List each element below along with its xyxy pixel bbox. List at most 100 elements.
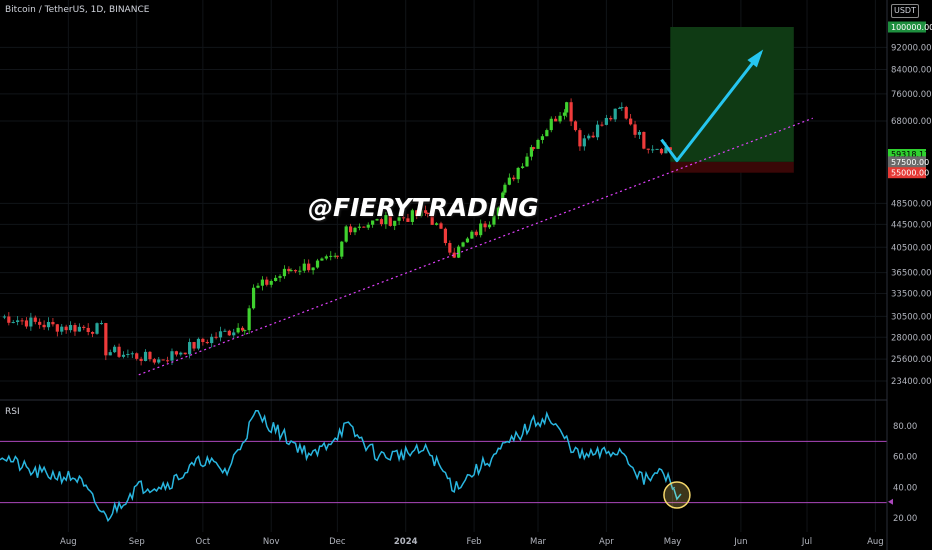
candle-body (384, 215, 388, 225)
currency-button[interactable]: USDT (891, 4, 919, 18)
support-trendline[interactable] (138, 117, 813, 376)
rsi-axis[interactable]: 80.00 60.00 40.00 20.00 (893, 422, 917, 524)
candle-body (46, 321, 51, 328)
price-tag-stop (888, 167, 926, 179)
projection-arrow[interactable] (660, 51, 762, 163)
rsi-tick-label: 40.00 (893, 483, 917, 493)
candle-body (503, 184, 507, 193)
time-tick-label: Apr (599, 537, 614, 547)
candle-body (362, 226, 366, 228)
candle-body (188, 342, 192, 355)
candle-body (307, 263, 311, 271)
candle-body (201, 338, 205, 343)
price-tick-label: 84000.00 (891, 65, 932, 75)
candle-body (659, 148, 664, 154)
candle-body (333, 255, 337, 257)
candle-body (344, 226, 348, 242)
candle-body (293, 270, 298, 272)
candles (2, 98, 672, 366)
candle-body (38, 321, 42, 325)
candle-body (265, 279, 269, 285)
candle-body (629, 118, 633, 125)
candle-body (60, 326, 64, 332)
candle-body (99, 323, 104, 325)
candle-body (487, 224, 492, 228)
time-axis[interactable]: Aug Sep Oct Nov Dec 2024 Feb Mar Apr May Jun Jul Aug (60, 537, 884, 547)
candle-body (507, 177, 511, 185)
chart-title: Bitcoin / TetherUS, 1D, BINANCE (5, 5, 150, 15)
time-tick-label: Aug (60, 537, 77, 547)
candle-body (117, 346, 121, 357)
price-tick-label: 44500.00 (891, 220, 932, 230)
rsi-current-marker (888, 498, 893, 505)
candle-body (624, 107, 628, 119)
candle-body (95, 323, 99, 334)
candle-body (642, 131, 646, 149)
price-tick-label: 28000.00 (891, 333, 932, 343)
candle-body (11, 322, 15, 324)
candle-body (348, 226, 353, 233)
candle-body (512, 177, 516, 180)
candle-body (483, 223, 487, 228)
candle-body (562, 112, 567, 116)
candle-body (82, 326, 86, 328)
candle-body (470, 231, 474, 239)
candle-body (20, 320, 24, 322)
candle-body (423, 210, 428, 213)
candle-body (371, 220, 375, 225)
price-tick-label: 40500.00 (891, 243, 932, 253)
candle-body (545, 130, 549, 137)
price-tags: 100000.0059318.1703:40:1857500.0055000.0… (888, 21, 932, 505)
candle-body (465, 238, 470, 243)
price-tag-label: 57500.00 (891, 158, 929, 167)
target-zone[interactable] (670, 27, 794, 162)
candle-body (289, 270, 293, 272)
candle-body (2, 316, 7, 318)
candle-body (33, 317, 37, 322)
stop-zone[interactable] (670, 161, 794, 173)
candle-body (549, 118, 553, 131)
candle-body (205, 342, 209, 344)
candle-body (582, 138, 586, 147)
time-tick-label: Jul (801, 537, 812, 547)
candle-body (251, 287, 256, 309)
candle-body (532, 147, 536, 149)
candle-body (192, 342, 196, 349)
candle-body (324, 256, 328, 259)
candle-body (287, 268, 291, 272)
candle-body (595, 124, 600, 138)
time-tick-label: Sep (129, 537, 145, 547)
candle-body (179, 352, 183, 355)
price-tag-label: 100000.00 (891, 23, 932, 32)
price-axis[interactable]: 92000.00 84000.00 76000.00 68000.00 48500.00… (891, 43, 932, 387)
candle-body (86, 327, 90, 332)
candle-body (24, 320, 29, 327)
candle-body (161, 359, 165, 361)
candle-body (260, 279, 264, 286)
price-tick-label: 30500.00 (891, 312, 932, 322)
candle-body (214, 336, 218, 338)
time-tick-label: May (664, 537, 682, 547)
candle-body (554, 118, 558, 122)
candle-body (126, 353, 130, 355)
time-tick-label: Feb (467, 537, 482, 547)
price-tick-label: 76000.00 (891, 90, 932, 100)
candle-body (335, 255, 339, 257)
price-tag-entry (888, 156, 926, 168)
candle-body (51, 321, 55, 325)
candle-body (55, 324, 59, 332)
candle-body (375, 219, 379, 221)
candle-body (668, 147, 672, 151)
candle-body (196, 338, 201, 349)
rsi-arrow-icon (673, 488, 682, 501)
candle-body (536, 139, 540, 149)
candle-body (113, 346, 117, 353)
rsi-highlight-circle[interactable] (663, 481, 691, 509)
price-tag-target (888, 21, 926, 33)
candle-body (609, 117, 613, 120)
price-tick-label: 36500.00 (891, 269, 932, 279)
candle-body (243, 330, 247, 332)
candle-body (573, 121, 578, 131)
candle-body (452, 252, 456, 258)
